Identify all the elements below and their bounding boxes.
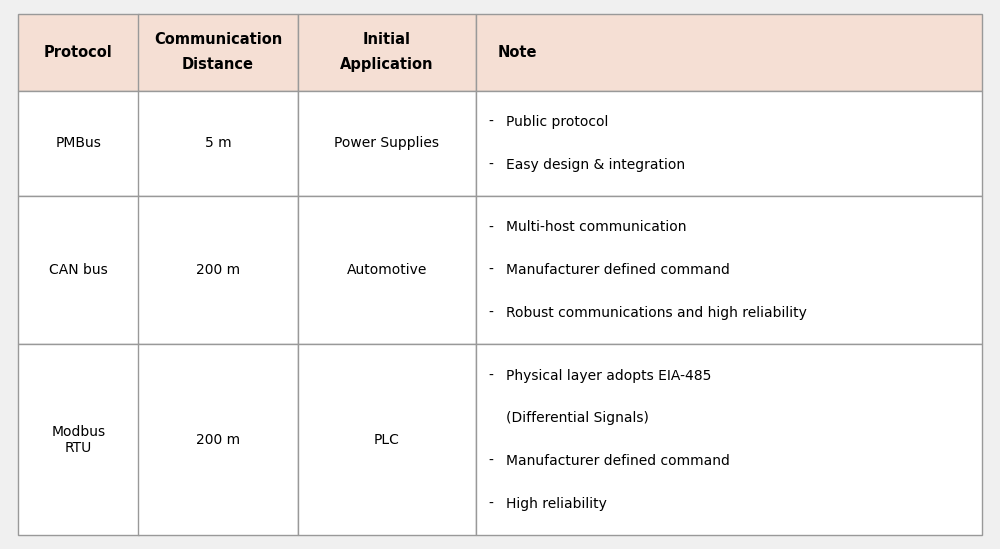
Text: Physical layer adopts EIA-485: Physical layer adopts EIA-485 bbox=[506, 368, 711, 383]
Text: High reliability: High reliability bbox=[506, 497, 607, 511]
Bar bbox=[298, 91, 476, 196]
Text: PMBus: PMBus bbox=[55, 136, 101, 150]
Text: -: - bbox=[488, 220, 493, 234]
Text: Easy design & integration: Easy design & integration bbox=[506, 158, 685, 172]
Text: Initial
Application: Initial Application bbox=[340, 32, 433, 72]
Text: Public protocol: Public protocol bbox=[506, 115, 608, 129]
Text: -: - bbox=[488, 454, 493, 468]
Text: CAN bus: CAN bus bbox=[49, 263, 108, 277]
Bar bbox=[138, 14, 298, 91]
Text: Manufacturer defined command: Manufacturer defined command bbox=[506, 454, 730, 468]
Bar bbox=[476, 91, 982, 196]
Text: Automotive: Automotive bbox=[347, 263, 427, 277]
Text: -: - bbox=[488, 263, 493, 277]
Text: Multi-host communication: Multi-host communication bbox=[506, 220, 686, 234]
Bar bbox=[138, 344, 298, 535]
Text: Power Supplies: Power Supplies bbox=[334, 136, 439, 150]
Text: -: - bbox=[488, 115, 493, 129]
Text: 5 m: 5 m bbox=[205, 136, 231, 150]
Bar bbox=[476, 14, 982, 91]
Bar bbox=[298, 14, 476, 91]
Text: 200 m: 200 m bbox=[196, 433, 240, 447]
Bar bbox=[476, 196, 982, 344]
Bar bbox=[138, 196, 298, 344]
Text: Manufacturer defined command: Manufacturer defined command bbox=[506, 263, 730, 277]
Bar bbox=[18, 344, 138, 535]
Text: (Differential Signals): (Differential Signals) bbox=[506, 411, 649, 425]
Text: -: - bbox=[488, 306, 493, 320]
Text: Protocol: Protocol bbox=[44, 44, 113, 60]
Text: Communication
Distance: Communication Distance bbox=[154, 32, 282, 72]
Text: PLC: PLC bbox=[374, 433, 400, 447]
Bar bbox=[138, 91, 298, 196]
Bar bbox=[18, 91, 138, 196]
Text: 200 m: 200 m bbox=[196, 263, 240, 277]
Bar bbox=[476, 344, 982, 535]
Text: Robust communications and high reliability: Robust communications and high reliabili… bbox=[506, 306, 807, 320]
Text: Modbus
RTU: Modbus RTU bbox=[51, 425, 105, 455]
Bar bbox=[18, 14, 138, 91]
Text: -: - bbox=[488, 158, 493, 172]
Bar bbox=[18, 196, 138, 344]
Text: Note: Note bbox=[498, 44, 537, 60]
Bar bbox=[298, 344, 476, 535]
Text: -: - bbox=[488, 368, 493, 383]
Text: -: - bbox=[488, 497, 493, 511]
Bar bbox=[298, 196, 476, 344]
